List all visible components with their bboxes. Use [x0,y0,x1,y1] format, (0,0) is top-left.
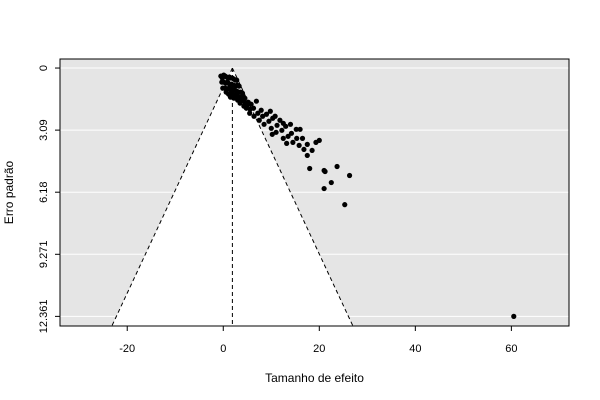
x-axis-title: Tamanho de efeito [265,371,364,385]
data-point [274,122,280,128]
data-point [272,113,278,119]
y-axis: 0 3.09 6.18 9.271 12.361 [38,65,60,333]
x-tick-label: 0 [220,343,226,355]
data-point [304,141,310,147]
data-point [299,135,306,141]
data-point [248,101,254,107]
x-tick-label: 40 [409,343,421,355]
x-tick-label: -20 [119,343,135,355]
data-point [316,137,322,143]
data-point [250,105,257,111]
data-point [255,110,261,116]
data-point [268,125,274,131]
data-point [294,135,300,141]
data-point [288,130,295,136]
data-point [256,117,262,123]
y-axis-title: Erro padrão [2,160,16,224]
data-point [237,100,243,106]
data-point [296,142,302,148]
data-point [346,172,353,179]
y-tick-label: 6.18 [38,181,50,202]
data-point [287,121,294,127]
y-tick-label: 9.271 [38,241,50,269]
x-tick-label: 60 [505,343,517,355]
y-tick-label: 3.09 [38,119,50,140]
data-point [280,135,286,141]
y-tick-label: 12.361 [38,300,50,334]
data-point [277,117,283,123]
data-point [253,98,259,104]
data-point [269,131,275,137]
data-point [236,83,242,89]
data-point [266,118,272,124]
data-point [261,121,267,127]
data-points [218,72,517,319]
data-point [322,168,328,175]
data-point [342,202,348,208]
data-point [334,163,340,170]
data-point [251,113,257,119]
funnel-right-line [231,67,354,327]
data-point [293,126,299,132]
data-point [321,185,327,192]
data-point [267,108,273,114]
data-point [285,133,291,139]
data-point [231,95,237,101]
data-point [260,113,266,119]
data-point [307,165,313,172]
data-point [328,179,334,186]
funnel-left-line [111,67,233,327]
data-point [263,111,270,117]
x-axis: -20 0 20 40 60 [119,326,518,355]
data-point [273,129,279,135]
data-point [511,313,517,319]
data-point [304,152,310,159]
data-point [234,77,240,83]
data-point [279,127,285,133]
data-point [309,147,315,154]
data-point [290,139,296,145]
x-tick-label: 20 [313,343,325,355]
funnel-lines [111,67,354,327]
data-point [284,140,290,146]
data-point [301,146,307,153]
data-point [283,123,289,129]
data-point [258,107,264,113]
data-point [247,110,253,116]
data-point [297,126,303,132]
y-tick-label: 0 [38,65,50,71]
